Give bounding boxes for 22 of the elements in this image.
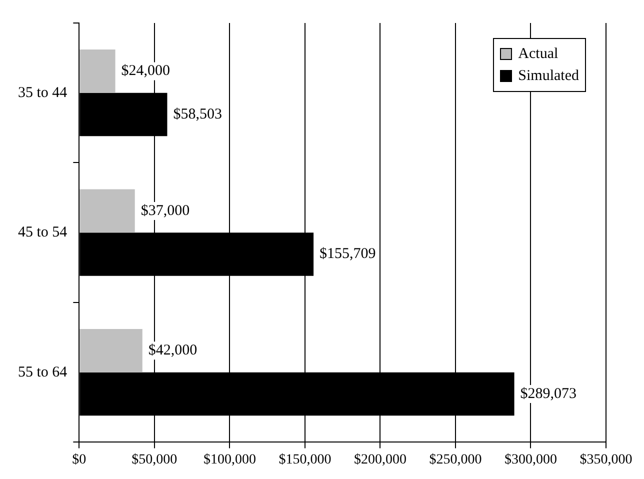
x-tick-label: $150,000 xyxy=(278,452,332,468)
data-label: $42,000 xyxy=(148,342,198,359)
x-tick-label: $300,000 xyxy=(504,452,557,468)
y-tick-label: 45 to 54 xyxy=(18,224,68,241)
x-tick-label: $100,000 xyxy=(203,452,256,468)
y-tick-label: 55 to 64 xyxy=(18,364,68,380)
data-label: $24,000 xyxy=(121,63,170,80)
bar xyxy=(80,329,142,372)
data-label: $58,503 xyxy=(173,106,222,122)
data-label: $155,709 xyxy=(320,246,376,262)
legend-label: Actual xyxy=(518,45,558,64)
y-tick-label: 35 to 44 xyxy=(18,84,68,101)
bar xyxy=(80,50,116,93)
bar xyxy=(80,189,135,233)
data-label: $289,073 xyxy=(520,386,577,402)
x-tick-label: $0 xyxy=(72,452,86,468)
x-tick-label: $50,000 xyxy=(132,452,178,468)
x-tick-label: $250,000 xyxy=(429,452,482,468)
x-tick-label: $350,000 xyxy=(580,452,632,468)
legend-label: Simulated xyxy=(518,67,579,86)
x-tick-label: $200,000 xyxy=(354,452,406,468)
data-label: $37,000 xyxy=(140,202,190,219)
